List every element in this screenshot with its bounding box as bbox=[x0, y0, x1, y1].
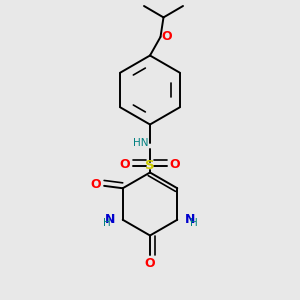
Text: O: O bbox=[169, 158, 180, 171]
Text: O: O bbox=[162, 30, 172, 43]
Text: S: S bbox=[145, 159, 155, 172]
Text: H: H bbox=[103, 218, 111, 228]
Text: O: O bbox=[90, 178, 101, 191]
Text: N: N bbox=[184, 213, 195, 226]
Text: O: O bbox=[145, 257, 155, 270]
Text: O: O bbox=[120, 158, 130, 171]
Text: N: N bbox=[105, 213, 116, 226]
Text: H: H bbox=[190, 218, 198, 228]
Text: HN: HN bbox=[133, 137, 148, 148]
